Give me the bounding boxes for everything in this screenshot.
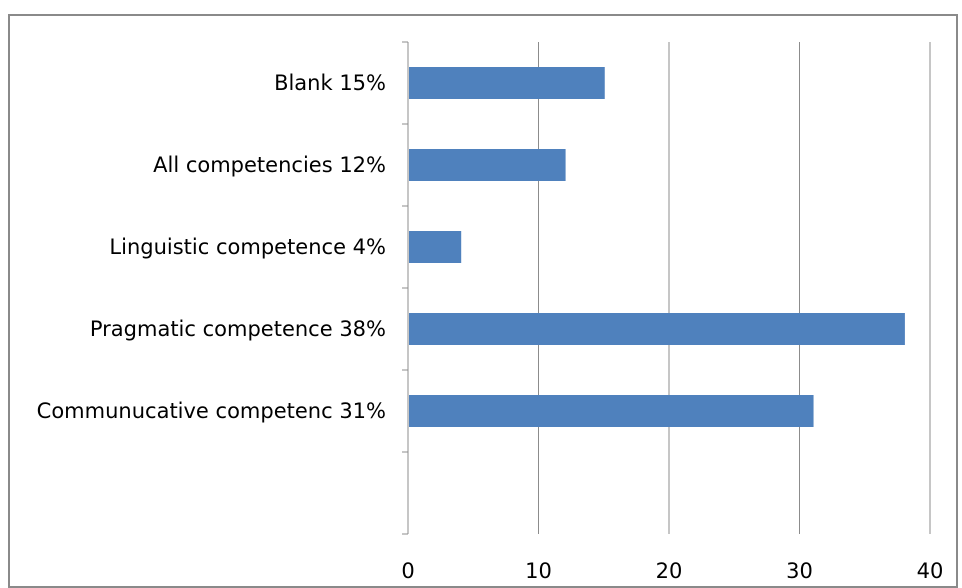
- gridlines: [538, 42, 931, 534]
- category-label: Pragmatic competence 38%: [90, 317, 386, 341]
- y-axis: [402, 41, 409, 535]
- category-label: All competencies 12%: [153, 153, 386, 177]
- bar: [409, 231, 462, 263]
- category-label: Blank 15%: [274, 71, 386, 95]
- x-tick-label: 40: [917, 559, 944, 583]
- x-tick-label: 0: [401, 559, 414, 583]
- x-tick-label: 10: [525, 559, 552, 583]
- bar: [409, 67, 605, 99]
- category-label: Linguistic competence 4%: [109, 235, 386, 259]
- bars: [409, 67, 905, 427]
- bar: [409, 149, 566, 181]
- x-tick-label: 20: [656, 559, 683, 583]
- category-label: Communucative competenc 31%: [37, 399, 386, 423]
- x-tick-label: 30: [786, 559, 813, 583]
- bar: [409, 313, 905, 345]
- x-tick-labels: 0 10 20 30 40: [401, 559, 943, 583]
- category-labels: Blank 15% All competencies 12% Linguistic …: [37, 71, 386, 423]
- bar: [409, 395, 814, 427]
